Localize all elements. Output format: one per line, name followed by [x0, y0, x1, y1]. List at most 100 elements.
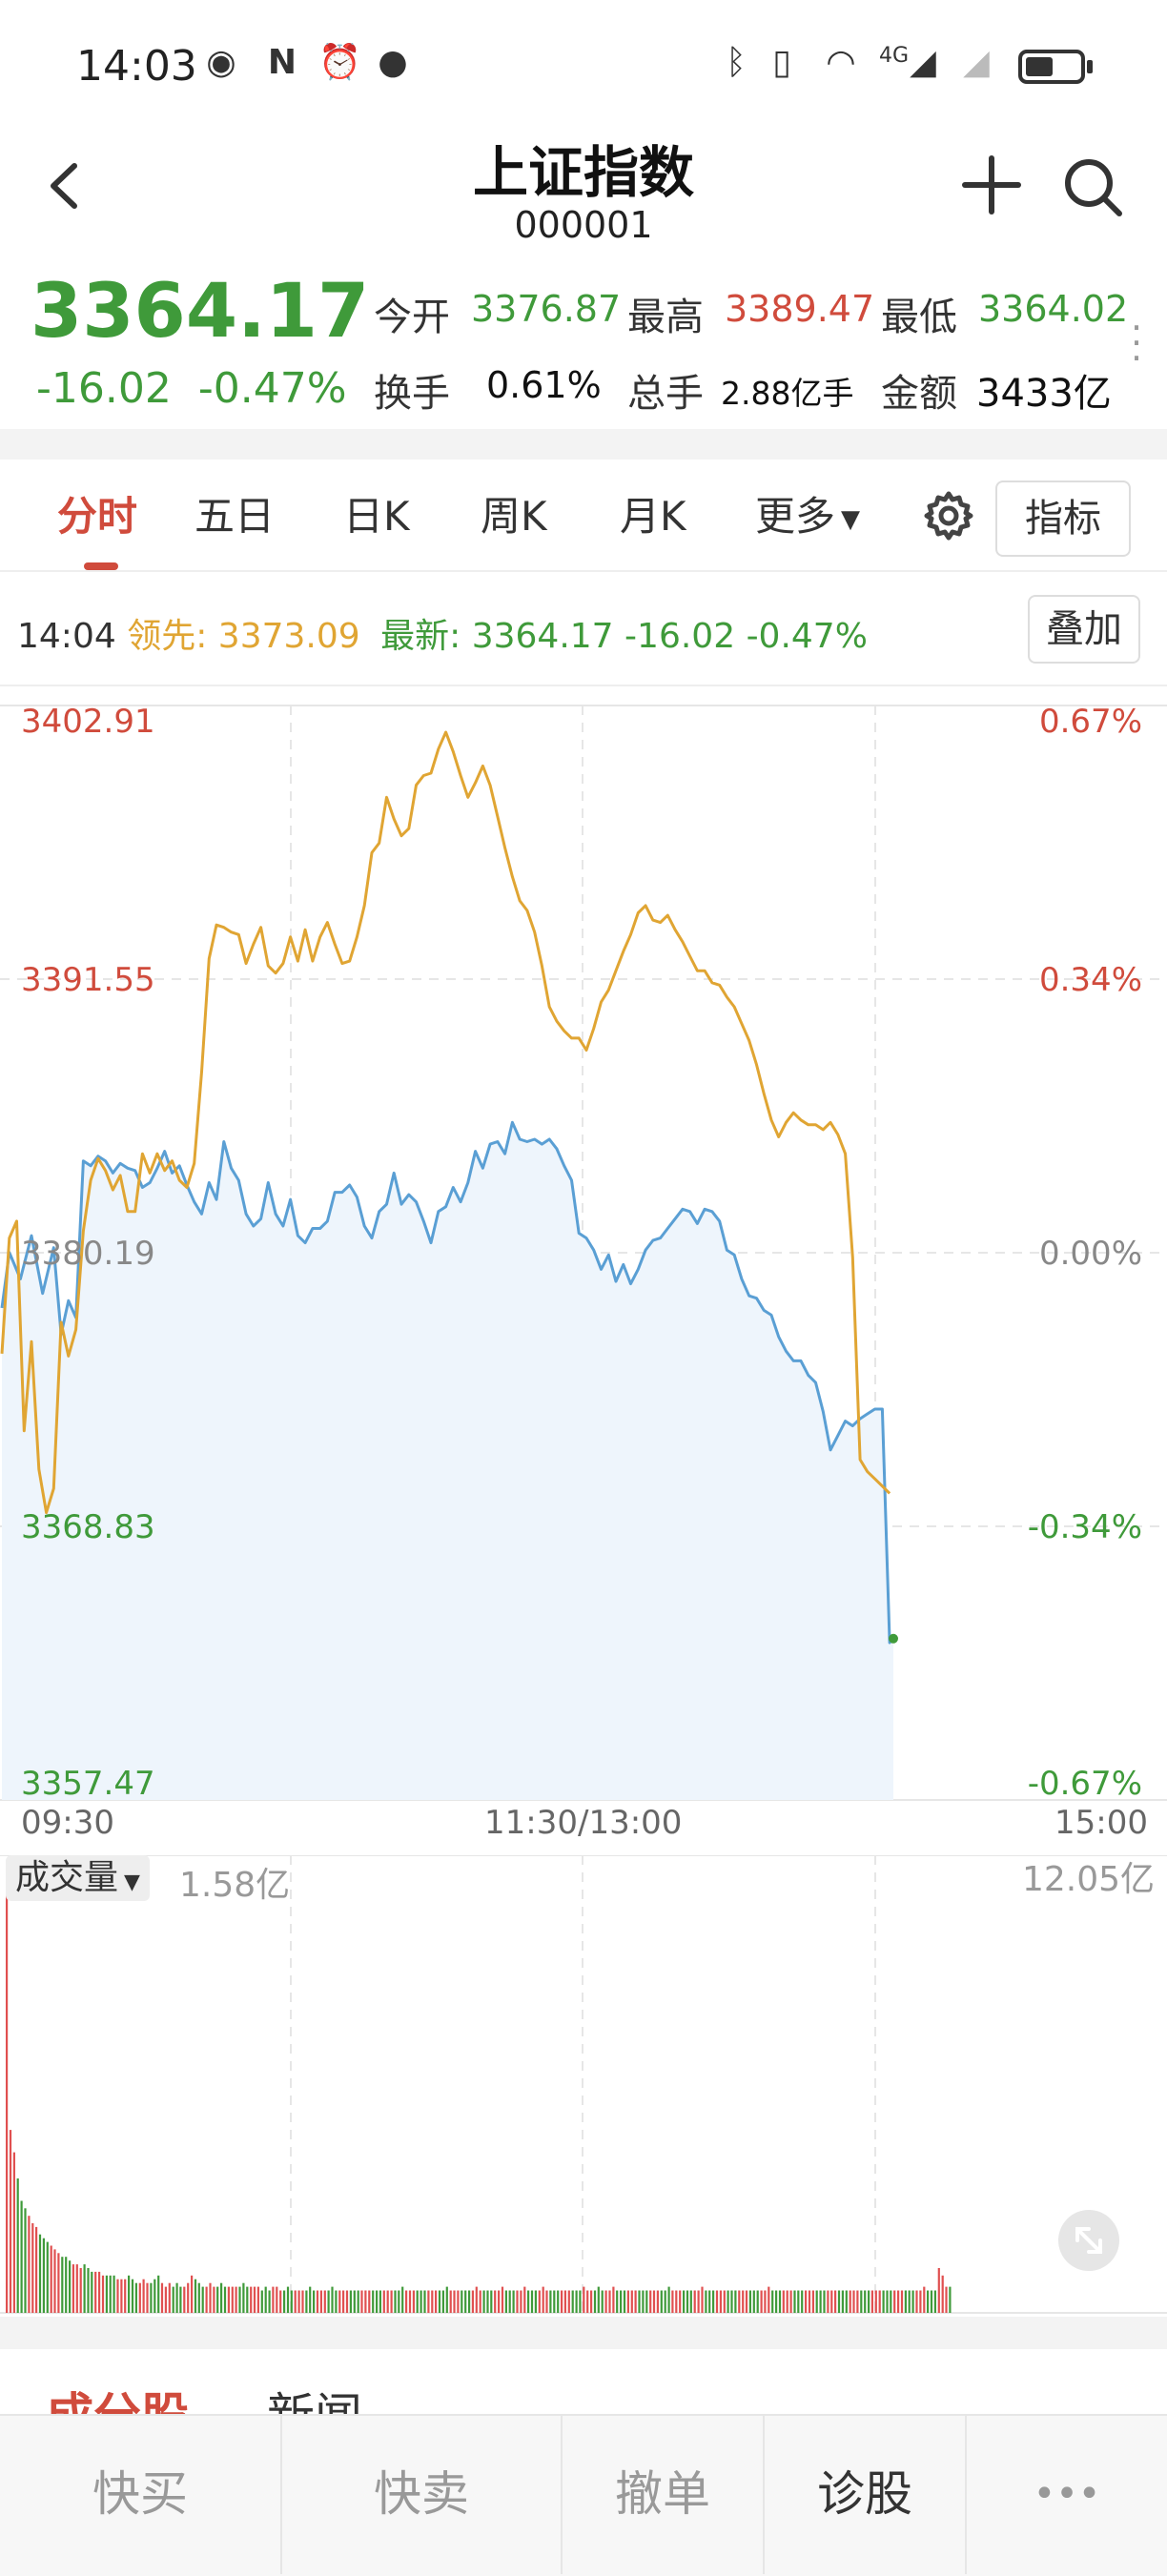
volume-bar — [768, 2286, 770, 2313]
time-label-close: 15:00 — [1054, 1804, 1148, 1842]
high-label: 最高 — [627, 296, 704, 339]
volume-bar — [764, 2290, 767, 2313]
volume-bar — [238, 2286, 241, 2313]
stock-code: 000001 — [514, 204, 653, 246]
volume-bar — [168, 2282, 171, 2313]
volume-bar — [313, 2290, 316, 2313]
volume-bar — [933, 2290, 936, 2313]
open-value: 3376.87 — [471, 288, 622, 330]
wechat-icon: ● — [378, 43, 408, 82]
volume-bar — [882, 2290, 885, 2313]
indicator-button[interactable]: 指标 — [995, 480, 1131, 557]
volume-bar — [16, 2178, 19, 2313]
volume-bar — [109, 2275, 112, 2313]
chevron-down-icon: ▼ — [124, 1871, 140, 1894]
volume-bar — [701, 2286, 704, 2313]
volume-bar — [79, 2268, 82, 2313]
volume-bar — [382, 2290, 385, 2313]
volume-bar — [937, 2268, 940, 2313]
volume-bar — [349, 2290, 352, 2313]
volume-bar — [227, 2286, 230, 2313]
tab-more[interactable]: 更多 ▼ — [755, 484, 860, 542]
overlay-button[interactable]: 叠加 — [1028, 595, 1140, 664]
volume-bar — [649, 2290, 652, 2313]
volume-bar — [771, 2290, 774, 2313]
volume-bar — [874, 2290, 877, 2313]
volume-bar — [827, 2290, 829, 2313]
quote-more-icon[interactable]: · · · — [1131, 307, 1143, 379]
change-value: -16.02 — [36, 364, 172, 413]
volume-bar — [797, 2290, 800, 2313]
volume-bar — [949, 2286, 952, 2313]
ellipsis-icon[interactable]: ••• — [1033, 2472, 1101, 2516]
volume-bar — [915, 2290, 918, 2313]
bar-separator — [280, 2414, 282, 2574]
diagnose-stock-button[interactable]: 诊股 — [817, 2466, 912, 2522]
low-label: 最低 — [881, 296, 957, 339]
volume-bar — [416, 2290, 419, 2313]
volume-bar — [748, 2290, 751, 2313]
tab-weekly-k[interactable]: 周K — [481, 493, 547, 540]
latest-label: 最新: — [380, 617, 461, 656]
search-button[interactable] — [1062, 156, 1123, 217]
volume-bar — [612, 2286, 615, 2313]
latest-value: 3364.17 — [471, 617, 614, 656]
back-button[interactable] — [34, 153, 92, 219]
y-axis-label-right: 0.67% — [1039, 703, 1142, 741]
cancel-order-button[interactable]: 撤单 — [615, 2466, 710, 2522]
volume-bar — [268, 2290, 271, 2313]
amount-label: 金额 — [881, 372, 957, 416]
volume-bar — [494, 2290, 497, 2313]
volume-bar — [667, 2286, 670, 2313]
tab-monthly-k[interactable]: 月K — [620, 493, 686, 540]
volume-bar — [368, 2290, 371, 2313]
volume-bar — [890, 2290, 892, 2313]
volume-bar — [101, 2275, 105, 2313]
volume-bar — [608, 2290, 611, 2313]
expand-chart-button[interactable] — [1058, 2210, 1119, 2271]
time-label-midday: 11:30/13:00 — [484, 1804, 683, 1842]
volume-bar — [664, 2290, 666, 2313]
volume-bar — [301, 2290, 304, 2313]
high-value: 3389.47 — [725, 288, 875, 330]
battery-tip — [1087, 60, 1093, 73]
current-price: 3364.17 — [31, 269, 370, 355]
nfc-icon: N — [267, 43, 297, 82]
volume-bar — [815, 2290, 818, 2313]
volume-bar — [120, 2279, 123, 2313]
open-label: 今开 — [374, 296, 450, 339]
volume-bar — [94, 2271, 97, 2313]
volume-bar — [134, 2282, 137, 2313]
volume-bar — [294, 2290, 297, 2313]
volume-bar — [360, 2290, 363, 2313]
change-percent: -0.47% — [197, 364, 347, 413]
volume-bar — [908, 2290, 911, 2313]
page-title: 上证指数 — [472, 140, 694, 205]
tab-intraday[interactable]: 分时 — [57, 493, 138, 540]
quick-buy-button[interactable]: 快买 — [92, 2466, 188, 2522]
volume-bar — [523, 2286, 526, 2313]
volume-bar — [563, 2290, 566, 2313]
settings-button[interactable] — [921, 488, 976, 543]
tab-daily-k[interactable]: 日K — [343, 493, 410, 540]
volume-selector[interactable]: 成交量 ▼ — [6, 1855, 150, 1901]
volume-bar — [246, 2286, 249, 2313]
bar-separator — [965, 2414, 967, 2574]
volume-bar — [197, 2282, 200, 2313]
amount-value: 3433亿 — [976, 372, 1112, 416]
add-button[interactable] — [953, 143, 1030, 229]
intraday-price-chart[interactable]: 3402.91 3391.55 3380.19 3368.83 3357.47 0.67%… — [0, 686, 1167, 1802]
volume-bar — [860, 2290, 863, 2313]
volume-bar — [6, 1863, 9, 2313]
volume-bar — [50, 2245, 52, 2313]
volume-bar — [260, 2290, 263, 2313]
quick-sell-button[interactable]: 快卖 — [374, 2466, 469, 2522]
volume-bar — [571, 2290, 574, 2313]
volume-bar — [834, 2290, 837, 2313]
tab-five-day[interactable]: 五日 — [194, 493, 276, 540]
y-axis-label-right: 0.34% — [1039, 961, 1142, 999]
volume-bar — [919, 2290, 922, 2313]
volume-bar — [441, 2290, 444, 2313]
volume-bar — [557, 2290, 560, 2313]
volume-chart[interactable] — [0, 1855, 1167, 2317]
